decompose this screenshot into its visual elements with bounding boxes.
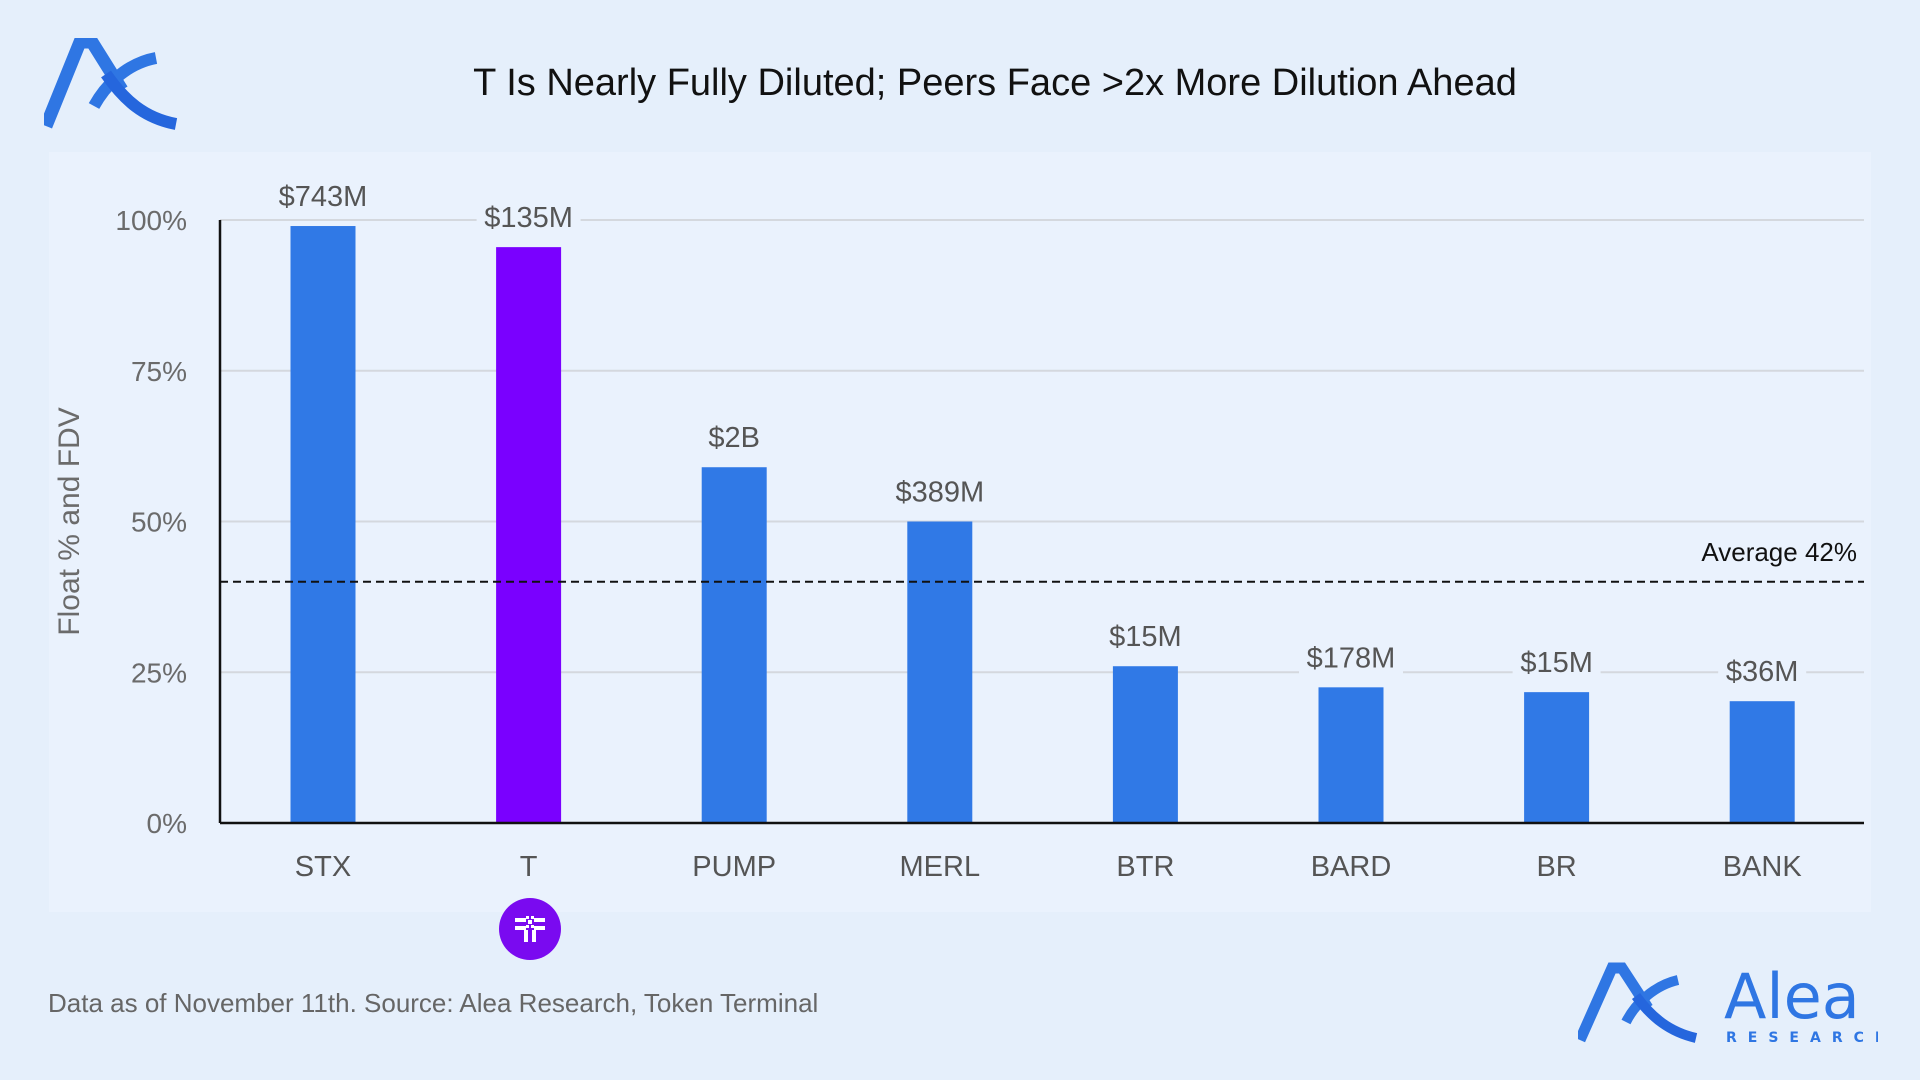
brand-sub: RESEARCH [1726,1030,1878,1046]
data-label-bg [698,417,771,458]
bar-br [1524,692,1590,823]
y-tick-label: 0% [147,808,187,839]
data-label: $15M [1109,621,1182,653]
bar-bank [1729,701,1795,823]
average-label: Average 42% [1701,537,1857,567]
alea-research-logo: Alea RESEARCH [1574,960,1887,1051]
bar-t [496,247,562,823]
y-tick-label: 50% [131,507,187,538]
bar-btr [1112,666,1178,823]
x-tick-label: BANK [1723,851,1803,883]
x-tick-label: BTR [1116,851,1174,883]
t-token-icon [499,898,561,960]
data-label: $135M [484,202,573,234]
alea-logo [39,35,184,138]
x-tick-label: PUMP [692,851,776,883]
data-label: $389M [895,477,984,509]
chart-panel: 0% 25% 50% 75% 100% Float % and FDV $743M STX $1… [49,152,1871,912]
data-label-bg [271,176,375,217]
y-tick-label: 75% [131,356,187,387]
data-label-bg [1299,637,1403,678]
y-tick-label: 25% [131,657,187,688]
data-label: $178M [1307,642,1396,674]
data-label-bg [1718,651,1807,692]
x-tick-label: MERL [900,851,981,883]
y-tick-label: 100% [115,205,187,236]
y-axis-label: Float % and FDV [53,407,86,635]
bar-stx [290,226,356,823]
x-tick-label: BR [1536,851,1576,883]
data-label-bg [887,471,992,512]
x-tick-label: BARD [1311,851,1392,883]
data-label: $2B [708,422,760,454]
data-label-bg [476,197,581,238]
brand-name: Alea [1724,962,1860,1033]
data-label: $743M [279,181,368,213]
x-tick-label: T [520,851,538,883]
source-note: Data as of November 11th. Source: Alea R… [48,988,819,1018]
data-label: $36M [1726,656,1799,688]
bar-chart: 0% 25% 50% 75% 100% Float % and FDV $743M STX $1… [53,176,1864,883]
bar-merl [907,521,973,823]
data-label-bg [1101,616,1190,657]
data-label-bg [1512,642,1601,683]
bar-pump [701,467,767,823]
bar-bard [1318,687,1384,823]
x-tick-label: STX [295,851,351,883]
chart-title: T Is Nearly Fully Diluted; Peers Face >2… [473,62,1517,104]
data-label: $15M [1520,647,1593,679]
